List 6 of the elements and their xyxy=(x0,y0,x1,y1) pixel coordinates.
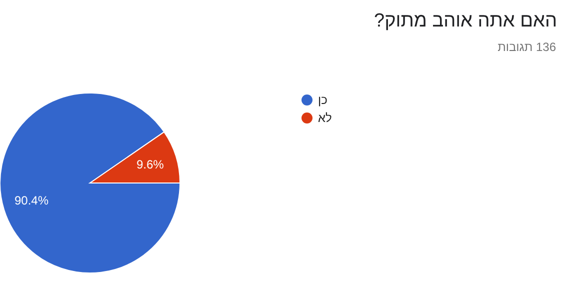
text: 136 תגובות xyxy=(498,40,556,54)
legend-label: כן xyxy=(318,93,328,108)
legend-label: לא xyxy=(318,111,332,126)
data-label: 9.6% xyxy=(136,157,164,172)
data-label: 90.4% xyxy=(14,193,49,208)
text: האם אתה אוהב מתוק? xyxy=(374,10,557,32)
